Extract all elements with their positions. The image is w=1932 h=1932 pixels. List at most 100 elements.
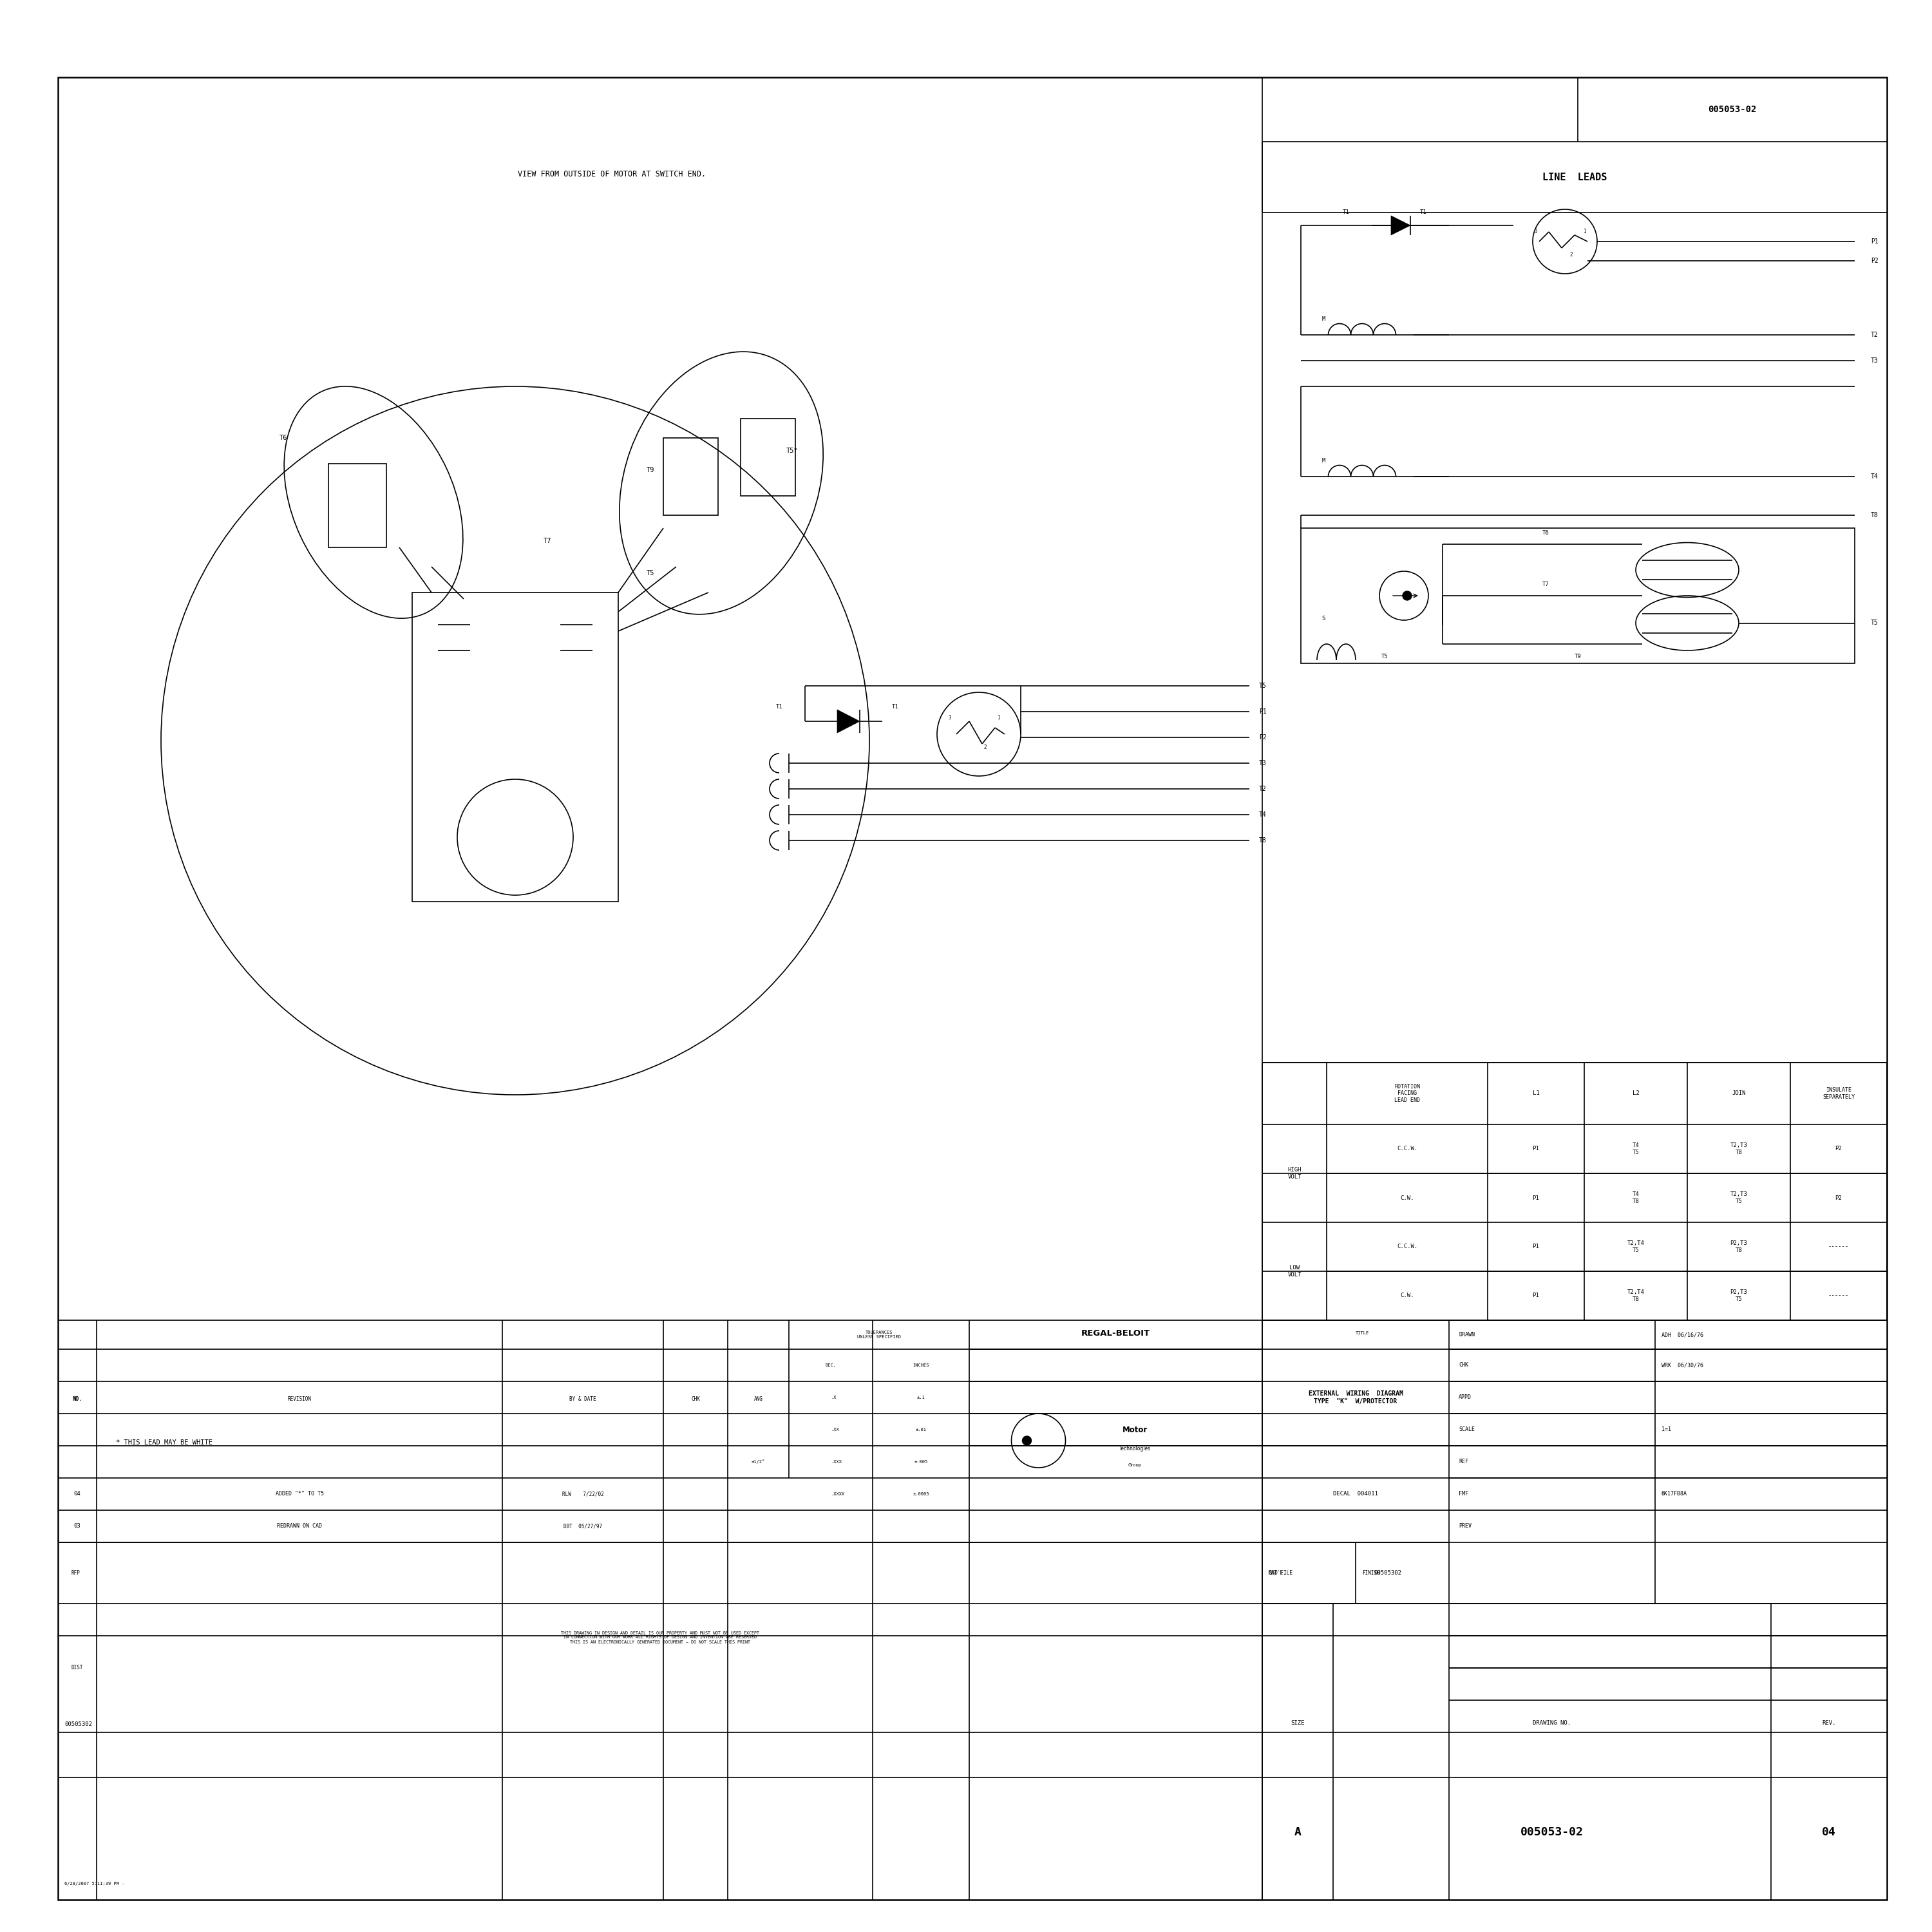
Text: CHK: CHK xyxy=(1459,1362,1468,1368)
Text: 1: 1 xyxy=(997,715,999,721)
Text: T2,T4
T8: T2,T4 T8 xyxy=(1627,1289,1644,1302)
Text: REGAL-BELOIT: REGAL-BELOIT xyxy=(1082,1329,1150,1337)
Text: NO.: NO. xyxy=(73,1397,81,1403)
Text: TITLE: TITLE xyxy=(1356,1331,1370,1335)
Text: BY & DATE: BY & DATE xyxy=(570,1397,597,1403)
Text: INCHES: INCHES xyxy=(912,1364,929,1368)
Text: M: M xyxy=(1321,458,1325,464)
Bar xyxy=(328,464,386,547)
Text: A: A xyxy=(1294,1826,1300,1837)
Text: DECAL  004011: DECAL 004011 xyxy=(1333,1492,1378,1497)
Circle shape xyxy=(1403,591,1412,601)
Bar xyxy=(740,419,796,497)
Text: ±.005: ±.005 xyxy=(914,1461,927,1464)
Text: LOW
VOLT: LOW VOLT xyxy=(1287,1265,1302,1277)
Text: P2: P2 xyxy=(1870,257,1878,265)
Text: REVISION: REVISION xyxy=(288,1397,311,1403)
Text: L1: L1 xyxy=(1532,1090,1540,1097)
Text: T7: T7 xyxy=(1542,582,1549,587)
Text: INSULATE
SEPARATELY: INSULATE SEPARATELY xyxy=(1822,1088,1855,1099)
Text: THIS DRAWING IN DESIGN AND DETAIL IS OUR PROPERTY AND MUST NOT BE USED EXCEPT
IN: THIS DRAWING IN DESIGN AND DETAIL IS OUR… xyxy=(560,1631,759,1644)
Text: DRAWN: DRAWN xyxy=(1459,1331,1474,1337)
Text: WRK  06/30/76: WRK 06/30/76 xyxy=(1662,1362,1704,1368)
Text: * THIS LEAD MAY BE WHITE: * THIS LEAD MAY BE WHITE xyxy=(116,1439,213,1445)
Text: VIEW FROM OUTSIDE OF MOTOR AT SWITCH END.: VIEW FROM OUTSIDE OF MOTOR AT SWITCH END… xyxy=(518,170,705,178)
Text: T4
T8: T4 T8 xyxy=(1633,1192,1638,1204)
Text: 005053-02: 005053-02 xyxy=(1520,1826,1584,1837)
Text: REDRAWN ON CAD: REDRAWN ON CAD xyxy=(276,1522,323,1530)
Text: P1: P1 xyxy=(1870,238,1878,245)
Text: SIZE: SIZE xyxy=(1291,1719,1304,1725)
Text: T5: T5 xyxy=(1260,682,1267,690)
Text: T3: T3 xyxy=(1260,759,1267,767)
Text: P2: P2 xyxy=(1835,1146,1841,1151)
Bar xyxy=(412,593,618,902)
Text: CHK: CHK xyxy=(692,1397,699,1403)
Bar xyxy=(1300,527,1855,663)
Text: TOLERANCES
UNLESS SPECIFIED: TOLERANCES UNLESS SPECIFIED xyxy=(858,1331,900,1339)
Text: REF: REF xyxy=(1459,1459,1468,1464)
Text: P1: P1 xyxy=(1532,1244,1540,1250)
Text: DRAWING NO.: DRAWING NO. xyxy=(1532,1719,1571,1725)
Text: RFP: RFP xyxy=(71,1571,79,1577)
Text: P1: P1 xyxy=(1532,1293,1540,1298)
Text: ±1/2°: ±1/2° xyxy=(752,1461,765,1464)
Text: DIST: DIST xyxy=(71,1665,83,1671)
Text: LINE  LEADS: LINE LEADS xyxy=(1542,172,1607,182)
Text: 04: 04 xyxy=(1822,1826,1835,1837)
Text: REV.: REV. xyxy=(1822,1719,1835,1725)
Text: 2: 2 xyxy=(1571,251,1573,257)
Text: T4: T4 xyxy=(1870,473,1878,479)
Text: T5: T5 xyxy=(647,570,655,576)
Text: ADDED "*" TO T5: ADDED "*" TO T5 xyxy=(276,1492,325,1497)
Text: PREV: PREV xyxy=(1459,1522,1472,1530)
Text: T9: T9 xyxy=(1575,653,1580,661)
Text: C.C.W.: C.C.W. xyxy=(1397,1244,1418,1250)
Text: T4
T5: T4 T5 xyxy=(1633,1142,1638,1155)
Circle shape xyxy=(1022,1435,1032,1445)
Text: T5: T5 xyxy=(1870,620,1878,626)
Text: 3: 3 xyxy=(949,715,951,721)
Text: T3: T3 xyxy=(1870,357,1878,363)
Text: C.C.W.: C.C.W. xyxy=(1397,1146,1418,1151)
Text: ±.0005: ±.0005 xyxy=(912,1492,929,1495)
Text: FMF: FMF xyxy=(1459,1492,1468,1497)
Text: T2: T2 xyxy=(1260,786,1267,792)
Text: C.W.: C.W. xyxy=(1401,1293,1414,1298)
Text: T6: T6 xyxy=(280,435,288,440)
Text: ROTATION
FACING
LEAD END: ROTATION FACING LEAD END xyxy=(1395,1084,1420,1103)
Text: T2,T3
T5: T2,T3 T5 xyxy=(1731,1192,1747,1204)
Text: HIGH
VOLT: HIGH VOLT xyxy=(1287,1167,1302,1180)
Text: APPD: APPD xyxy=(1459,1395,1472,1401)
Text: T1: T1 xyxy=(1420,211,1426,216)
Text: ADH  06/16/76: ADH 06/16/76 xyxy=(1662,1331,1704,1337)
Text: 6/28/2007 5:11:39 PM -: 6/28/2007 5:11:39 PM - xyxy=(64,1882,124,1886)
Text: CAD FILE: CAD FILE xyxy=(1269,1571,1293,1577)
Text: 04: 04 xyxy=(73,1492,81,1497)
Text: T1: T1 xyxy=(777,705,782,711)
Text: T1: T1 xyxy=(1343,211,1349,216)
Text: T2,T4
T5: T2,T4 T5 xyxy=(1627,1240,1644,1254)
Text: MAT'L.: MAT'L. xyxy=(1269,1571,1287,1577)
Text: Motor: Motor xyxy=(1122,1426,1148,1434)
Text: S: S xyxy=(1321,616,1325,622)
Text: .X: .X xyxy=(831,1395,837,1399)
Text: ANG: ANG xyxy=(753,1397,763,1403)
Text: T7: T7 xyxy=(543,537,551,545)
Text: 1: 1 xyxy=(1582,230,1586,236)
Text: T1: T1 xyxy=(893,705,898,711)
Text: 3: 3 xyxy=(1534,230,1538,236)
Text: 00505302: 00505302 xyxy=(64,1721,93,1727)
Text: 03: 03 xyxy=(73,1522,81,1530)
Text: T5: T5 xyxy=(1381,653,1387,661)
Text: 00505302: 00505302 xyxy=(1374,1571,1401,1577)
Text: DBT  05/27/97: DBT 05/27/97 xyxy=(564,1522,603,1530)
Text: ±.1: ±.1 xyxy=(918,1395,925,1399)
Polygon shape xyxy=(1391,216,1410,236)
Text: .XXXX: .XXXX xyxy=(831,1492,844,1495)
Text: JOIN: JOIN xyxy=(1731,1090,1747,1097)
Text: NO.: NO. xyxy=(73,1397,81,1403)
Text: C.W.: C.W. xyxy=(1401,1194,1414,1202)
Text: M: M xyxy=(1321,315,1325,321)
Text: P1: P1 xyxy=(1532,1146,1540,1151)
